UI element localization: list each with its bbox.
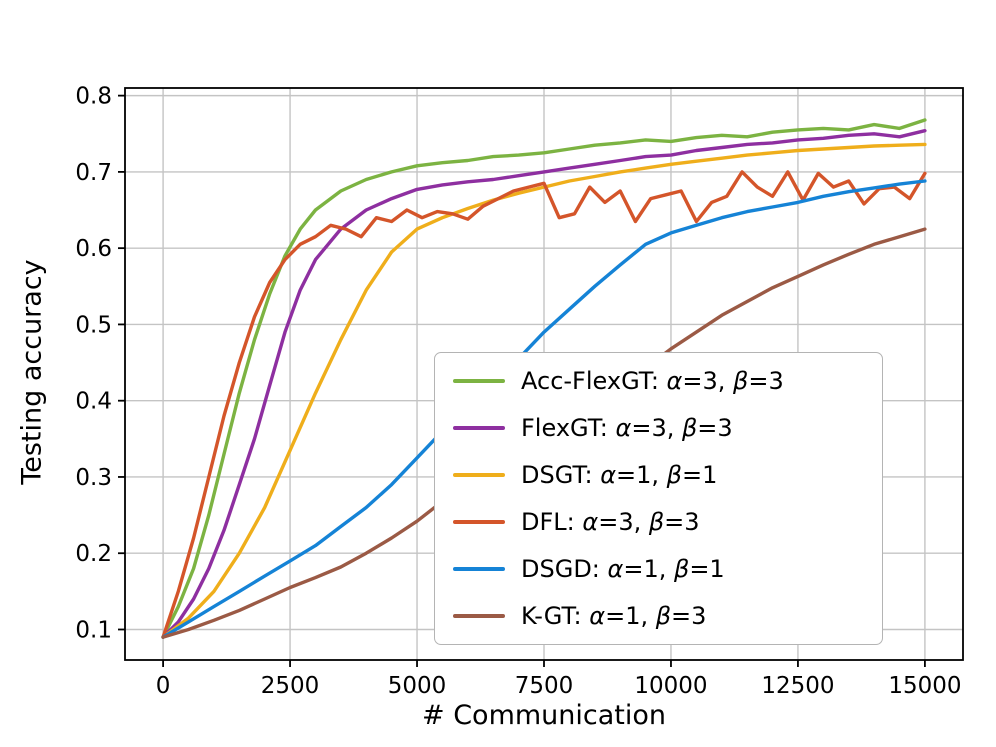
y-tick-label: 0.5 (75, 312, 112, 338)
x-tick-label: 7500 (515, 673, 574, 699)
y-tick-label: 0.7 (75, 160, 112, 186)
legend-label: DFL: α=3, β=3 (521, 508, 700, 536)
legend-line-swatch (453, 567, 505, 571)
series-line (161, 170, 927, 639)
y-axis-label: Testing accuracy (16, 259, 48, 485)
legend-item: DSGD: α=1, β=1 (453, 555, 864, 583)
series-line (161, 179, 927, 639)
legend-item: DFL: α=3, β=3 (453, 508, 864, 536)
x-tick-label: 12500 (761, 673, 834, 699)
series-line (161, 128, 927, 639)
legend-label: Acc-FlexGT: α=3, β=3 (521, 367, 784, 395)
legend-line-swatch (453, 614, 505, 618)
legend-item: DSGT: α=1, β=1 (453, 461, 864, 489)
x-axis-label: # Communication (421, 700, 667, 731)
legend-line-swatch (453, 379, 505, 383)
legend-label: FlexGT: α=3, β=3 (521, 414, 733, 442)
x-tick-label: 10000 (634, 673, 707, 699)
x-tick-label: 15000 (888, 673, 961, 699)
legend: Acc-FlexGT: α=3, β=3 FlexGT: α=3, β=3 DS… (434, 352, 883, 645)
legend-label: DSGT: α=1, β=1 (521, 461, 718, 489)
y-tick-label: 0.4 (75, 389, 112, 415)
legend-label: DSGD: α=1, β=1 (521, 555, 725, 583)
legend-item: Acc-FlexGT: α=3, β=3 (453, 367, 864, 395)
y-tick-label: 0.1 (75, 617, 112, 643)
legend-line-swatch (453, 473, 505, 477)
legend-line-swatch (453, 520, 505, 524)
x-tick-label: 5000 (388, 673, 447, 699)
legend-label: K-GT: α=1, β=3 (521, 602, 707, 630)
x-tick-label: 0 (156, 673, 171, 699)
legend-item: FlexGT: α=3, β=3 (453, 414, 864, 442)
y-tick-label: 0.2 (75, 541, 112, 567)
series-line (161, 118, 927, 639)
x-tick-label: 2500 (261, 673, 320, 699)
y-tick-label: 0.6 (75, 236, 112, 262)
legend-item: K-GT: α=1, β=3 (453, 602, 864, 630)
legend-line-swatch (453, 426, 505, 430)
y-tick-label: 0.3 (75, 465, 112, 491)
y-tick-label: 0.8 (75, 84, 112, 110)
